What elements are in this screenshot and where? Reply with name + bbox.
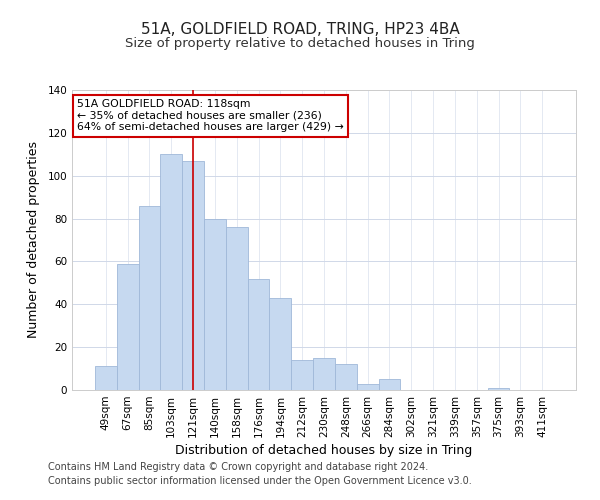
Bar [160, 154, 182, 390]
Bar [335, 364, 357, 390]
Bar [313, 358, 335, 390]
Text: Contains HM Land Registry data © Crown copyright and database right 2024.: Contains HM Land Registry data © Crown c… [48, 462, 428, 472]
Bar [269, 298, 291, 390]
Text: Size of property relative to detached houses in Tring: Size of property relative to detached ho… [125, 38, 475, 51]
Text: Contains public sector information licensed under the Open Government Licence v3: Contains public sector information licen… [48, 476, 472, 486]
Bar [248, 278, 269, 390]
Bar [117, 264, 139, 390]
X-axis label: Distribution of detached houses by size in Tring: Distribution of detached houses by size … [175, 444, 473, 457]
Bar [182, 160, 204, 390]
Bar [139, 206, 160, 390]
Bar [291, 360, 313, 390]
Text: 51A, GOLDFIELD ROAD, TRING, HP23 4BA: 51A, GOLDFIELD ROAD, TRING, HP23 4BA [140, 22, 460, 38]
Y-axis label: Number of detached properties: Number of detached properties [28, 142, 40, 338]
Bar [379, 380, 400, 390]
Bar [95, 366, 117, 390]
Bar [488, 388, 509, 390]
Text: 51A GOLDFIELD ROAD: 118sqm
← 35% of detached houses are smaller (236)
64% of sem: 51A GOLDFIELD ROAD: 118sqm ← 35% of deta… [77, 99, 344, 132]
Bar [204, 218, 226, 390]
Bar [357, 384, 379, 390]
Bar [226, 227, 248, 390]
